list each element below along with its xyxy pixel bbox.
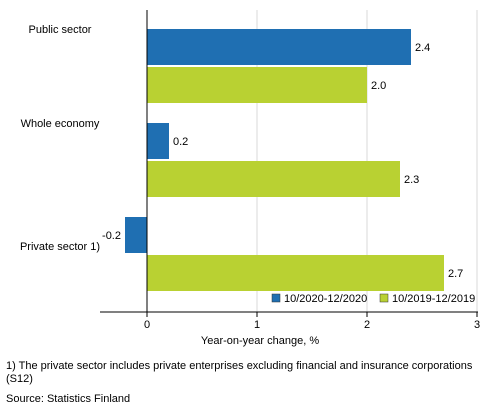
x-tick-label: 1 bbox=[254, 319, 260, 331]
data-label: -0.2 bbox=[102, 230, 121, 242]
legend-label: 10/2019-12/2019 bbox=[392, 293, 475, 305]
legend-swatch bbox=[271, 293, 281, 303]
x-tick-label: 0 bbox=[144, 319, 150, 331]
data-label: 0.2 bbox=[173, 136, 188, 148]
legend-swatch bbox=[379, 293, 389, 303]
bar-chart: 0 1 2 3 Public sector Whole economy Private s… bbox=[20, 10, 480, 347]
category-label: Public sector bbox=[29, 24, 92, 36]
source-note: Source: Statistics Finland bbox=[6, 393, 131, 405]
data-label: 2.7 bbox=[448, 268, 463, 280]
bar bbox=[147, 255, 444, 291]
category-label: Whole economy bbox=[21, 118, 100, 130]
x-tick-label: 3 bbox=[474, 319, 480, 331]
data-label: 2.4 bbox=[415, 42, 430, 54]
footnote: 1) The private sector includes private e… bbox=[6, 360, 473, 385]
x-ticks: 0 1 2 3 bbox=[144, 312, 480, 331]
legend-label: 10/2020-12/2020 bbox=[284, 293, 367, 305]
value-labels: 2.4 2.0 0.2 2.3 -0.2 2.7 bbox=[102, 42, 463, 280]
bar bbox=[147, 161, 400, 197]
category-labels: Public sector Whole economy Private sector… bbox=[20, 24, 100, 253]
bar bbox=[147, 29, 411, 65]
bar bbox=[125, 217, 147, 253]
legend: 10/2020-12/2020 10/2019-12/2019 bbox=[271, 293, 475, 305]
x-tick-label: 2 bbox=[364, 319, 370, 331]
x-axis-title: Year-on-year change, % bbox=[201, 335, 319, 347]
bar bbox=[147, 123, 169, 159]
bar bbox=[147, 67, 367, 103]
data-label: 2.3 bbox=[404, 174, 419, 186]
data-label: 2.0 bbox=[371, 80, 386, 92]
category-label: Private sector 1) bbox=[20, 241, 100, 253]
bars bbox=[125, 29, 444, 291]
